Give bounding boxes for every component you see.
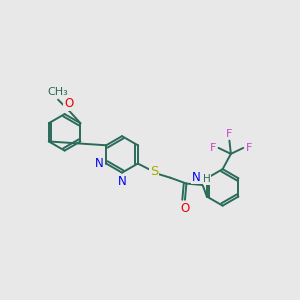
Text: F: F [210,143,216,153]
Text: O: O [64,97,73,110]
Text: F: F [226,128,232,139]
Text: N: N [118,175,126,188]
Text: H: H [203,174,211,184]
Text: S: S [150,165,158,178]
Text: CH₃: CH₃ [48,87,68,97]
Text: N: N [95,157,104,170]
Text: N: N [191,171,200,184]
Text: O: O [180,202,190,215]
Text: F: F [246,143,252,153]
